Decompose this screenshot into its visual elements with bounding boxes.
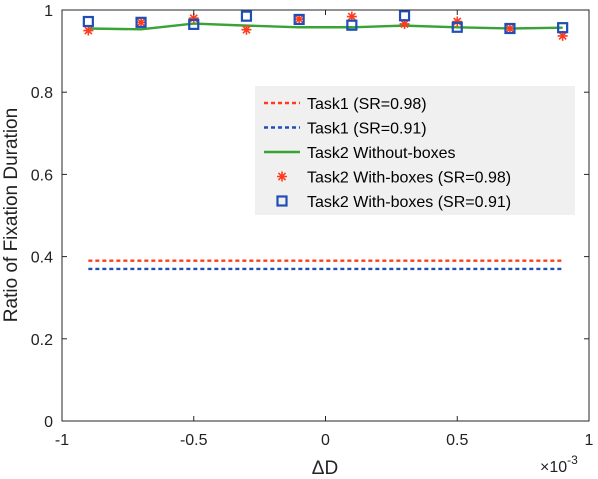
legend-swatch: [276, 195, 288, 207]
square-marker: [135, 16, 147, 28]
star-marker: [346, 11, 357, 22]
ticks-layer: -1 -0.5 0 0.5 1 0 0.2 0.4 0.6 0.8 1: [31, 3, 594, 449]
square-marker: [240, 10, 253, 22]
square-marker: [82, 15, 94, 28]
y-tick-label: 0.6: [31, 167, 53, 184]
y-tick-label: 1: [44, 3, 53, 20]
plot-layer: [82, 10, 569, 271]
x-tick-label: -0.5: [180, 432, 208, 449]
legend-label: Task2 With-boxes (SR=0.98): [307, 170, 511, 187]
y-tick-label: 0.4: [31, 250, 53, 267]
plot-frame: [61, 9, 590, 422]
x-exponent-base: ×10: [540, 459, 567, 476]
legend-label: Task1 (SR=0.91): [307, 121, 427, 138]
x-tick-label: 1: [585, 432, 594, 449]
x-tick-label: 0.5: [446, 432, 468, 449]
star-marker: [83, 25, 94, 36]
square-marker: [346, 19, 358, 31]
series-line: [88, 22, 563, 31]
square-marker: [398, 10, 411, 22]
star-marker: [136, 17, 147, 28]
square-marker: [451, 21, 463, 33]
y-tick-label: 0.2: [31, 332, 53, 349]
legend-label: Task2 Without-boxes: [307, 145, 456, 162]
star-marker: [557, 30, 568, 41]
y-tick-label: 0.8: [31, 85, 53, 102]
star-marker: [452, 16, 463, 27]
legend-label: Task1 (SR=0.98): [307, 96, 427, 113]
x-axis-label: ΔD: [312, 458, 338, 479]
star-marker: [504, 23, 515, 34]
x-tick-label: -1: [55, 432, 69, 449]
x-exponent-label: ×10-3: [540, 453, 578, 476]
square-marker: [504, 22, 516, 35]
legend-label: Task2 With-boxes (SR=0.91): [307, 194, 511, 211]
square-marker: [293, 13, 305, 26]
star-marker: [294, 14, 305, 25]
star-marker: [241, 24, 252, 35]
star-marker: [399, 18, 410, 29]
legend: Task1 (SR=0.98) Task1 (SR=0.91) Task2 With…: [255, 86, 575, 215]
star-marker: [188, 13, 199, 24]
x-tick-label: 0: [321, 432, 330, 449]
y-axis-label: Ratio of Fixation Duration: [1, 108, 22, 322]
legend-box: [255, 86, 575, 215]
square-marker: [188, 18, 200, 30]
legend-swatch: [277, 171, 287, 182]
x-exponent-power: -3: [567, 453, 578, 467]
y-tick-label: 0: [44, 414, 53, 431]
square-marker: [557, 22, 569, 34]
